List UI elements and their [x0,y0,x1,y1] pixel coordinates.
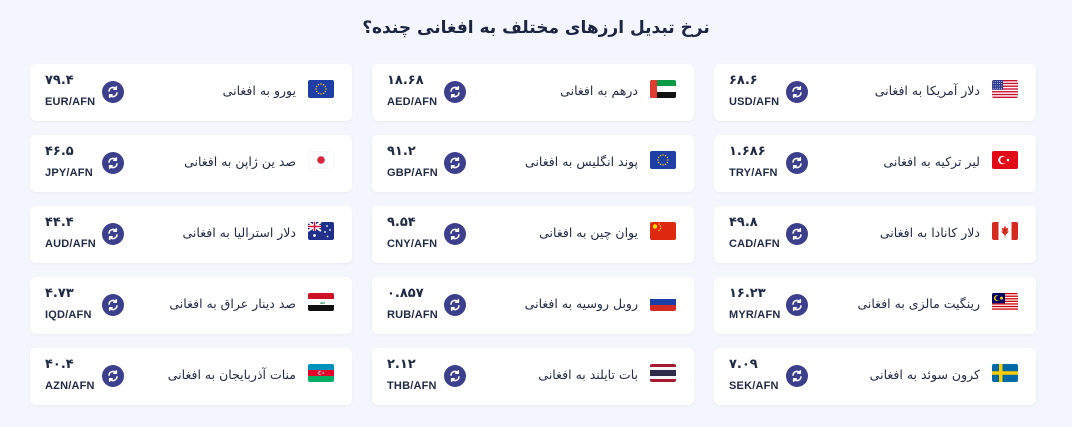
eu-flag-icon [650,151,676,169]
currency-pair: RUB/AFN [387,309,438,321]
currency-card[interactable]: ۱۸.۶۸ AED/AFN درهم به افغانی [372,64,694,121]
iraq-flag-icon: ﷲ [308,293,334,311]
currency-pair: AUD/AFN [45,238,96,250]
currency-card[interactable]: ۶۸.۶ USD/AFN دلار آمریکا به افغانی [714,64,1036,121]
currency-pair: SEK/AFN [729,380,779,392]
currency-name: درهم به افغانی [560,83,638,98]
page-title: نرخ تبدیل ارزهای مختلف به افغانی چنده؟ [362,18,710,38]
swap-icon[interactable] [786,152,808,174]
rate-value: ۷.۰۹ [729,357,758,372]
swap-icon[interactable] [444,365,466,387]
currency-card[interactable]: ۰.۸۵۷ RUB/AFN روبل روسیه به افغانی [372,277,694,334]
eu-flag-icon [308,80,334,98]
rate-value: ۴۴.۴ [45,215,74,230]
rate-value: ۱۸.۶۸ [387,73,424,88]
currency-name: بات تایلند به افغانی [538,367,638,382]
currency-name: دلار کانادا به افغانی [879,225,980,240]
swap-icon[interactable] [444,152,466,174]
currency-pair: CNY/AFN [387,238,438,250]
swap-icon[interactable] [444,294,466,316]
swap-icon[interactable] [102,365,124,387]
canada-flag-icon [992,222,1018,240]
currency-pair: AZN/AFN [45,380,95,392]
swap-icon[interactable] [444,223,466,245]
currency-card[interactable]: ۴۰.۴ AZN/AFN منات آذربایجان به افغانی [30,348,352,405]
swap-icon[interactable] [786,81,808,103]
japan-flag-icon [308,151,334,169]
us-flag-icon [992,80,1018,98]
currency-card[interactable]: ۲.۱۲ THB/AFN بات تایلند به افغانی [372,348,694,405]
currency-pair: CAD/AFN [729,238,780,250]
currency-name: یوان چین به افغانی [539,225,638,240]
rate-value: ۴۰.۴ [45,357,74,372]
currency-pair: EUR/AFN [45,96,96,108]
russia-flag-icon [650,293,676,311]
sweden-flag-icon [992,364,1018,382]
currency-pair: USD/AFN [729,96,780,108]
swap-icon[interactable] [102,223,124,245]
turkey-flag-icon [992,151,1018,169]
rate-value: ۷۹.۴ [45,73,74,88]
currency-name: منات آذربایجان به افغانی [167,367,296,382]
swap-icon[interactable] [102,294,124,316]
currency-pair: MYR/AFN [729,309,781,321]
swap-icon[interactable] [786,294,808,316]
currency-name: یورو به افغانی [222,83,296,98]
azerbaijan-flag-icon [308,364,334,382]
china-flag-icon [650,222,676,240]
currency-pair: GBP/AFN [387,167,438,179]
currency-pair: TRY/AFN [729,167,778,179]
swap-icon[interactable] [102,81,124,103]
rate-value: ۴۶.۵ [45,144,74,159]
swap-icon[interactable] [786,365,808,387]
currency-card[interactable]: ۴۴.۴ AUD/AFN دلار استرالیا به افغانی [30,206,352,263]
rate-value: ۴.۷۳ [45,286,74,301]
rate-value: ۹.۵۴ [387,215,416,230]
currency-card[interactable]: ۱۶.۲۳ MYR/AFN رینگیت مالزی به افغانی [714,277,1036,334]
currency-pair: AED/AFN [387,96,438,108]
australia-flag-icon [308,222,334,240]
currency-card[interactable]: ۴۶.۵ JPY/AFN صد ین ژاپن به افغانی [30,135,352,192]
currency-grid: ۷۹.۴ EUR/AFN یورو به افغانی ۱۸.۶۸ AED/AF… [30,64,1036,405]
currency-card[interactable]: ۹.۵۴ CNY/AFN یوان چین به افغانی [372,206,694,263]
currency-name: کرون سوئد به افغانی [869,367,980,382]
swap-icon[interactable] [102,152,124,174]
currency-card[interactable]: ۱.۶۸۶ TRY/AFN لیر ترکیه به افغانی [714,135,1036,192]
rate-value: ۱۶.۲۳ [729,286,766,301]
rate-value: ۱.۶۸۶ [729,144,766,159]
currency-card[interactable]: ۴.۷۳ IQD/AFN صد دینار عراق به افغانی ﷲ [30,277,352,334]
currency-name: لیر ترکیه به افغانی [883,154,980,169]
rate-value: ۴۹.۸ [729,215,758,230]
rate-value: ۲.۱۲ [387,357,416,372]
currency-card[interactable]: ۹۱.۲ GBP/AFN پوند انگلیس به افغانی [372,135,694,192]
currency-name: پوند انگلیس به افغانی [525,154,638,169]
currency-pair: IQD/AFN [45,309,92,321]
rate-value: ۹۱.۲ [387,144,416,159]
currency-name: رینگیت مالزی به افغانی [857,296,980,311]
currency-pair: THB/AFN [387,380,437,392]
rate-value: ۰.۸۵۷ [387,286,424,301]
thailand-flag-icon [650,364,676,382]
rate-value: ۶۸.۶ [729,73,758,88]
currency-name: دلار استرالیا به افغانی [182,225,297,240]
currency-name: صد دینار عراق به افغانی [169,296,296,311]
currency-name: دلار آمریکا به افغانی [874,83,980,98]
currency-card[interactable]: ۷.۰۹ SEK/AFN کرون سوئد به افغانی [714,348,1036,405]
swap-icon[interactable] [444,81,466,103]
currency-card[interactable]: ۷۹.۴ EUR/AFN یورو به افغانی [30,64,352,121]
currency-pair: JPY/AFN [45,167,93,179]
uae-flag-icon [650,80,676,98]
swap-icon[interactable] [786,223,808,245]
malaysia-flag-icon [992,293,1018,311]
currency-name: صد ین ژاپن به افغانی [184,154,296,169]
currency-name: روبل روسیه به افغانی [524,296,638,311]
currency-card[interactable]: ۴۹.۸ CAD/AFN دلار کانادا به افغانی [714,206,1036,263]
